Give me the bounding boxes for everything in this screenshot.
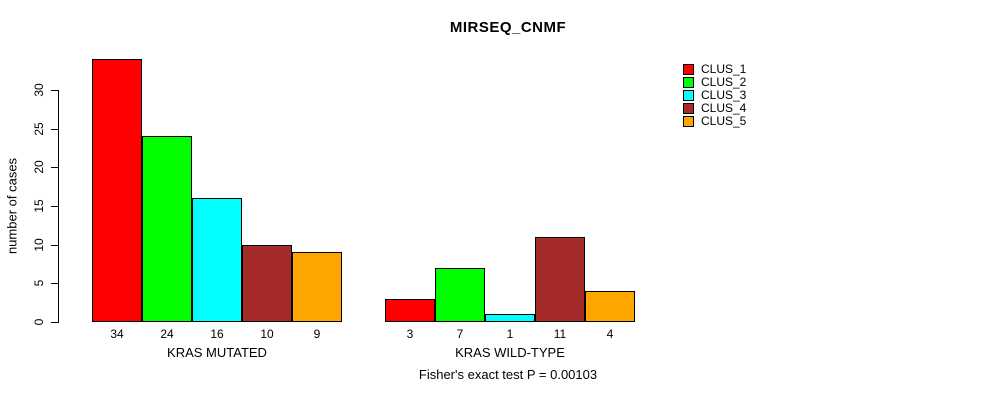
footer-note: Fisher's exact test P = 0.00103 bbox=[418, 367, 598, 382]
group-label: KRAS WILD-TYPE bbox=[455, 345, 565, 360]
bar bbox=[242, 244, 292, 322]
legend-item: CLUS_5 bbox=[683, 115, 746, 128]
bar bbox=[385, 298, 435, 322]
legend-item: CLUS_3 bbox=[683, 89, 746, 102]
bar bbox=[292, 252, 342, 322]
y-tick-label: 10 bbox=[32, 238, 46, 252]
bar bbox=[585, 291, 635, 322]
legend-swatch bbox=[683, 90, 694, 101]
bar-value-label: 24 bbox=[160, 327, 174, 341]
y-axis-tick bbox=[51, 90, 58, 91]
legend-item-label: CLUS_4 bbox=[701, 101, 747, 115]
legend-swatch bbox=[683, 103, 694, 114]
bar bbox=[535, 236, 585, 322]
bar-value-label: 11 bbox=[553, 327, 567, 341]
group-label: KRAS MUTATED bbox=[167, 345, 267, 360]
y-tick-label: 15 bbox=[32, 199, 46, 213]
chart-title: MIRSEQ_CNMF bbox=[449, 19, 567, 36]
y-axis-tick bbox=[51, 206, 58, 207]
legend-item-label: CLUS_2 bbox=[701, 75, 747, 89]
bar-value-label: 3 bbox=[406, 327, 414, 341]
y-tick-label: 0 bbox=[32, 318, 46, 326]
legend-swatch bbox=[683, 77, 694, 88]
bar bbox=[485, 314, 535, 322]
bar bbox=[192, 198, 242, 322]
legend-item: CLUS_2 bbox=[683, 76, 746, 89]
bar-value-label: 7 bbox=[456, 327, 464, 341]
bar bbox=[435, 267, 485, 322]
legend-item: CLUS_1 bbox=[683, 63, 746, 76]
legend-item: CLUS_4 bbox=[683, 102, 746, 115]
bar bbox=[142, 136, 192, 322]
y-axis-tick bbox=[51, 167, 58, 168]
bar-value-label: 4 bbox=[606, 327, 614, 341]
y-tick-label: 5 bbox=[32, 279, 46, 287]
y-axis-label: number of cases bbox=[4, 157, 20, 255]
y-tick-label: 25 bbox=[32, 122, 46, 136]
bar bbox=[92, 59, 142, 322]
legend-item-label: CLUS_5 bbox=[701, 114, 747, 128]
bar-value-label: 16 bbox=[210, 327, 224, 341]
y-tick-label: 20 bbox=[32, 160, 46, 174]
legend-swatch bbox=[683, 116, 694, 127]
legend-item-label: CLUS_3 bbox=[701, 88, 747, 102]
bar-value-label: 34 bbox=[110, 327, 124, 341]
bar-value-label: 10 bbox=[260, 327, 274, 341]
y-axis-line bbox=[58, 90, 59, 323]
legend-item-label: CLUS_1 bbox=[701, 62, 747, 76]
legend-swatch bbox=[683, 64, 694, 75]
bar-value-label: 1 bbox=[506, 327, 514, 341]
y-axis-tick bbox=[51, 245, 58, 246]
y-axis-tick bbox=[51, 129, 58, 130]
bar-value-label: 9 bbox=[313, 327, 321, 341]
y-tick-label: 30 bbox=[32, 83, 46, 97]
y-axis-tick bbox=[51, 322, 58, 323]
y-axis-tick bbox=[51, 283, 58, 284]
